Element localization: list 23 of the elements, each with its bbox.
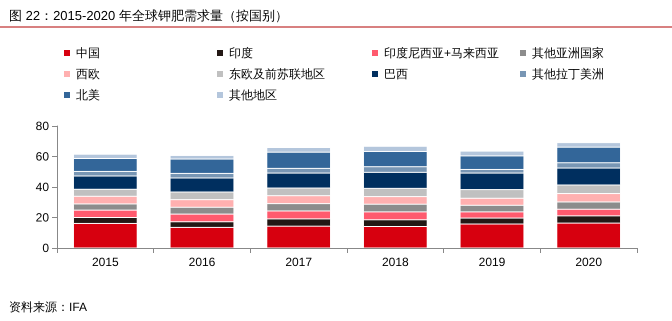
x-tick-label: 2016 bbox=[188, 255, 216, 269]
legend-label: 东欧及前苏联地区 bbox=[229, 67, 325, 81]
legend-label: 北美 bbox=[76, 88, 100, 102]
legend-label: 其他地区 bbox=[229, 88, 277, 102]
legend-label: 西欧 bbox=[76, 67, 100, 81]
x-tick-label: 2020 bbox=[575, 255, 602, 269]
y-tick-label: 20 bbox=[36, 210, 50, 224]
x-tick-label: 2018 bbox=[382, 255, 410, 269]
legend-label: 巴西 bbox=[384, 67, 408, 81]
y-tick-label: 0 bbox=[42, 241, 50, 255]
legend-label: 其他亚洲国家 bbox=[532, 46, 604, 60]
y-tick-label: 60 bbox=[36, 150, 50, 164]
y-tick-label: 80 bbox=[36, 119, 50, 133]
text: 资料来源：IFA bbox=[9, 300, 88, 314]
x-tick-label: 2017 bbox=[285, 255, 312, 269]
x-tick-label: 2015 bbox=[92, 255, 120, 269]
legend-label: 中国 bbox=[76, 46, 100, 60]
x-tick-label: 2019 bbox=[478, 255, 506, 269]
legend-label: 其他拉丁美洲 bbox=[532, 67, 604, 81]
legend-label: 印度尼西亚+马来西亚 bbox=[384, 46, 500, 60]
legend-label: 印度 bbox=[229, 46, 253, 60]
chart-title: 图 22：2015-2020 年全球钾肥需求量（按国别） bbox=[9, 8, 288, 23]
y-tick-label: 40 bbox=[36, 180, 50, 194]
